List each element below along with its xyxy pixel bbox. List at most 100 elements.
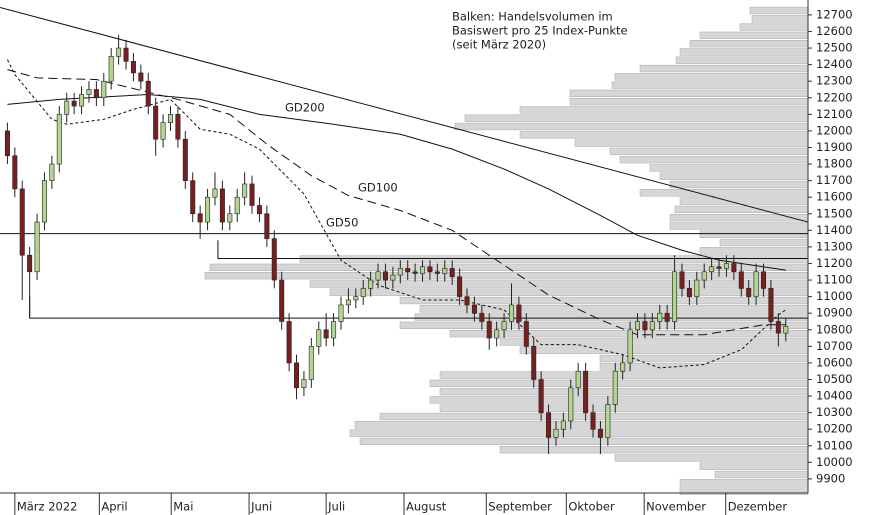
candle-body: [420, 266, 426, 274]
candle-body: [353, 296, 359, 301]
candle-body: [635, 321, 641, 331]
candle-body: [457, 276, 463, 297]
candle-body: [19, 188, 25, 256]
candle-body: [405, 268, 411, 273]
candle-body: [301, 379, 307, 389]
candle-body: [34, 221, 40, 273]
candle-body: [716, 266, 722, 269]
candle-body: [746, 288, 752, 297]
candle-body: [93, 89, 99, 99]
volume-bar: [674, 205, 809, 214]
note-line: Balken: Handelsvolumen im: [452, 10, 613, 24]
y-tick-label: 9900: [816, 471, 845, 485]
volume-bar: [679, 479, 809, 487]
moving-average: [6, 59, 787, 369]
candle-body: [390, 274, 396, 281]
volume-bar: [649, 164, 809, 172]
candle-body: [434, 271, 440, 274]
candle-body: [308, 346, 314, 380]
x-tick-label: Juni: [250, 500, 272, 514]
volume-bar: [519, 346, 809, 354]
candle-body: [345, 299, 351, 306]
y-tick-label: 11700: [816, 173, 853, 187]
candle-body: [672, 271, 678, 322]
candle-body: [71, 100, 77, 107]
volume-bar: [714, 470, 809, 479]
candle-body: [138, 72, 144, 82]
volume-bar: [739, 23, 809, 31]
volume-bar: [719, 238, 809, 247]
candle-body: [56, 114, 62, 165]
candle-body: [516, 304, 522, 322]
volume-bar: [454, 122, 809, 131]
candle-body: [108, 56, 114, 82]
candle-body: [323, 329, 329, 339]
volume-bar: [429, 396, 809, 404]
candle-body: [679, 271, 685, 289]
candle-body: [694, 279, 700, 297]
y-tick-label: 12500: [816, 41, 853, 55]
ma-label: GD200: [285, 101, 325, 115]
candle-body: [49, 163, 55, 181]
candle-body: [86, 89, 92, 95]
volume-bar: [669, 180, 809, 189]
volume-bar: [609, 147, 809, 156]
candle-body: [12, 155, 18, 190]
candle-body: [145, 80, 151, 107]
volume-bar: [614, 73, 809, 81]
candle-body: [605, 404, 611, 438]
candle-body: [709, 266, 715, 273]
candle-body: [64, 100, 70, 115]
y-tick-label: 11900: [816, 140, 853, 154]
candle-body: [412, 271, 418, 274]
y-tick-label: 11800: [816, 157, 853, 171]
candle-body: [701, 271, 707, 281]
volume-bar: [619, 156, 809, 164]
volume-bar: [569, 89, 809, 98]
volume-bar: [614, 454, 809, 462]
volume-bar: [751, 15, 809, 23]
candle-body: [768, 288, 774, 322]
volume-bar: [204, 272, 809, 280]
candle-body: [331, 321, 337, 339]
volume-bar: [349, 429, 809, 437]
volume-bar: [679, 48, 809, 56]
candle-body: [553, 428, 559, 438]
volume-bar: [519, 106, 809, 114]
y-tick-label: 11500: [816, 206, 853, 220]
y-tick-label: 12200: [816, 90, 853, 104]
volume-bar: [359, 437, 809, 446]
y-tick-label: 12600: [816, 24, 853, 38]
volume-bar: [611, 81, 809, 89]
candle-body: [783, 326, 789, 334]
y-tick-label: 10900: [816, 306, 853, 320]
candle-body: [153, 105, 159, 140]
candle-body: [449, 268, 455, 278]
candle-body: [575, 370, 581, 389]
candle-body: [612, 370, 618, 405]
candle-body: [397, 268, 403, 276]
candle-body: [264, 213, 270, 239]
candle-body: [368, 279, 374, 289]
candle-body: [175, 114, 181, 140]
volume-bar: [354, 421, 809, 429]
candle-body: [219, 188, 225, 223]
candle-body: [227, 213, 233, 223]
candle-body: [338, 304, 344, 322]
volume-bar: [689, 40, 809, 48]
y-tick-label: 11100: [816, 273, 853, 287]
y-tick-label: 12400: [816, 57, 853, 71]
volume-bar: [439, 388, 809, 396]
candle-body: [79, 94, 85, 107]
candle-body: [686, 288, 692, 297]
x-tick-label: Juli: [327, 500, 345, 514]
note-line: (seit März 2020): [452, 38, 546, 52]
candle-body: [130, 61, 136, 74]
candle-body: [731, 263, 737, 273]
candle-body: [212, 188, 218, 198]
candle-body: [649, 321, 655, 331]
candle-body: [271, 238, 277, 281]
y-tick-label: 10800: [816, 322, 853, 336]
volume-bar: [669, 214, 809, 222]
candle-body: [382, 271, 388, 281]
